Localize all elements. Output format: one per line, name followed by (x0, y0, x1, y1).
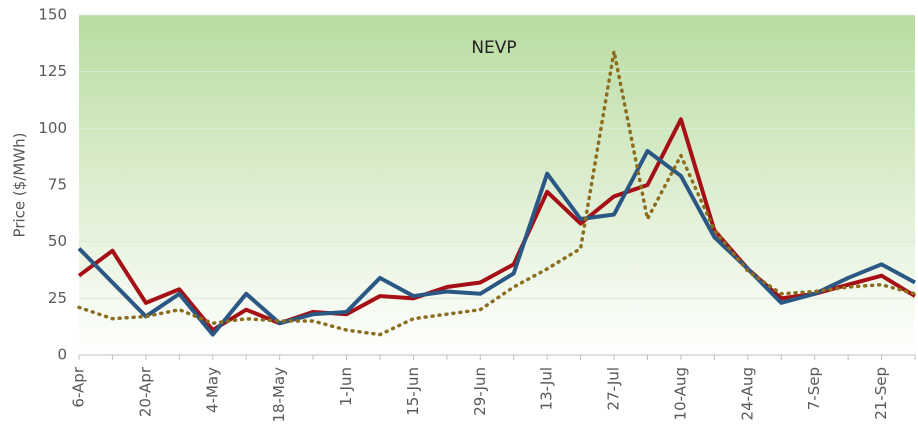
x-tick-label: 24-Aug (738, 367, 756, 420)
x-tick-label: 21-Sep (872, 367, 890, 420)
chart-title: NEVP (471, 38, 516, 58)
x-tick-label: 4-May (203, 367, 221, 413)
y-tick-label: 75 (48, 176, 67, 194)
y-axis-label: Price ($/MWh) (11, 133, 29, 238)
y-tick-label: 50 (48, 232, 67, 250)
x-tick-label: 18-May (270, 367, 288, 423)
x-tick-label: 20-Apr (136, 366, 154, 417)
x-tick-label: 27-Jul (605, 367, 623, 410)
y-tick-label: 125 (38, 62, 67, 80)
x-tick-label: 15-Jun (404, 367, 422, 416)
x-tick-label: 10-Aug (671, 367, 689, 420)
series-line (77, 149, 916, 337)
x-tick-label: 13-Jul (538, 367, 556, 410)
x-tick-label: 29-Jun (471, 367, 489, 416)
x-tick-label: 6-Apr (70, 366, 88, 407)
x-tick-label: 1-Jun (337, 367, 355, 406)
x-tick-label: 7-Sep (805, 367, 823, 410)
series-line (77, 49, 917, 337)
y-tick-label: 100 (38, 119, 67, 137)
y-tick-label: 25 (48, 289, 67, 307)
y-tick-label: 150 (38, 6, 67, 24)
y-tick-label: 0 (57, 346, 67, 364)
